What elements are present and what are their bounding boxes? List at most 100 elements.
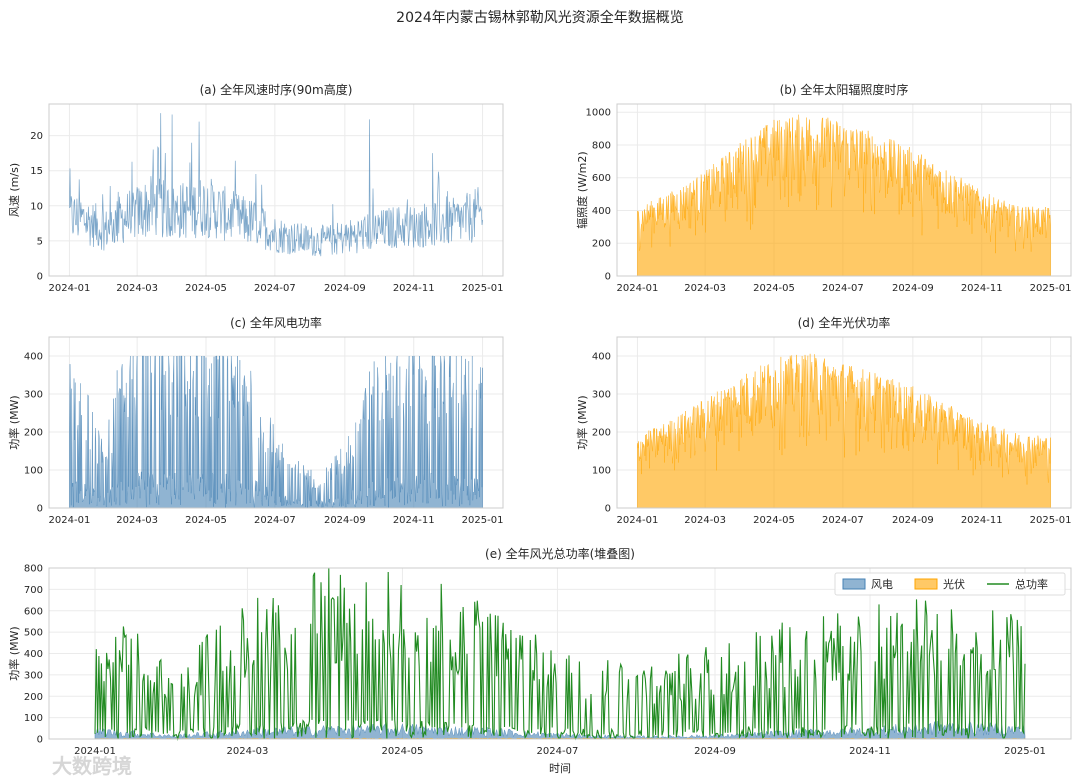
- series-area-b: [637, 114, 1051, 277]
- x-tick-label: 2024-09: [892, 283, 934, 294]
- series-area-c: [69, 355, 483, 509]
- panel-title: (b) 全年太阳辐照度时序: [780, 82, 909, 97]
- plot-frame: [616, 103, 1072, 277]
- panel-title: (a) 全年风速时序(90m高度): [200, 82, 353, 97]
- legend-label: 风电: [871, 578, 893, 591]
- x-tick-label: 2024-09: [694, 746, 736, 757]
- panel-d: 0 100 200 300 400 2024-01 2024-03 2024-05 2024-0…: [575, 315, 1072, 526]
- panel-title: (c) 全年风电功率: [230, 315, 322, 330]
- y-tick-label: 300: [24, 670, 43, 681]
- plot-frame: [48, 567, 1072, 740]
- y-axis-label: 辐照度 (W/m2): [575, 151, 589, 228]
- y-axis-label: 风速 (m/s): [8, 163, 21, 217]
- x-tick-label: 2024-01: [617, 515, 659, 526]
- series-line-a: [69, 113, 483, 257]
- x-tick-label: 2024-11: [393, 283, 435, 294]
- x-tick-label: 2024-07: [537, 746, 579, 757]
- x-tick-label: 2025-01: [1030, 515, 1072, 526]
- y-tick-label: 0: [37, 272, 43, 283]
- y-tick-label: 100: [592, 466, 611, 477]
- watermark: 大数跨境: [52, 754, 132, 778]
- y-axis-label: 功率 (MW): [575, 395, 589, 449]
- y-tick-label: 600: [592, 173, 611, 184]
- x-tick-label: 2025-01: [1030, 283, 1072, 294]
- y-tick-label: 0: [605, 272, 611, 283]
- legend-swatch: [914, 578, 938, 590]
- y-tick-label: 800: [24, 564, 43, 575]
- x-tick-label: 2024-01: [49, 283, 91, 294]
- y-tick-label: 200: [24, 428, 43, 439]
- y-axis-label: 功率 (MW): [7, 395, 21, 449]
- legend-label: 光伏: [943, 577, 965, 591]
- y-tick-label: 600: [24, 606, 43, 617]
- x-tick-label: 2024-11: [849, 746, 891, 757]
- y-tick-label: 300: [24, 390, 43, 401]
- x-tick-label: 2025-01: [462, 515, 504, 526]
- legend-box: [834, 572, 1066, 596]
- panel-c: 0 100 200 300 400 2024-01 2024-03 2024-05 2024-0…: [7, 315, 504, 526]
- legend-label: 总功率: [1015, 577, 1048, 591]
- plot-frame: [48, 103, 504, 277]
- y-tick-label: 0: [605, 504, 611, 515]
- x-tick-label: 2024-05: [185, 515, 227, 526]
- plot-frame: [616, 336, 1072, 509]
- x-tick-label: 2024-05: [185, 283, 227, 294]
- series-line-总功率: [94, 567, 1026, 741]
- y-tick-label: 100: [24, 466, 43, 477]
- x-tick-label: 2024-03: [684, 515, 726, 526]
- x-tick-label: 2024-01: [49, 515, 91, 526]
- x-tick-label: 2024-09: [324, 283, 366, 294]
- x-tick-label: 2024-11: [961, 283, 1003, 294]
- y-tick-label: 5: [37, 236, 43, 247]
- y-tick-label: 200: [24, 692, 43, 703]
- x-tick-label: 2024-07: [822, 515, 864, 526]
- x-tick-label: 2024-09: [324, 515, 366, 526]
- y-tick-label: 700: [24, 585, 43, 596]
- x-tick-label: 2024-01: [617, 283, 659, 294]
- series-area-d: [637, 353, 1051, 509]
- x-tick-label: 2025-01: [462, 283, 504, 294]
- y-tick-label: 0: [37, 735, 43, 746]
- legend: 风电 光伏 总功率: [834, 572, 1066, 596]
- y-tick-label: 200: [592, 428, 611, 439]
- x-tick-label: 2024-07: [254, 283, 296, 294]
- y-tick-label: 100: [24, 713, 43, 724]
- x-axis-label: 时间: [549, 762, 571, 775]
- y-tick-label: 10: [30, 201, 43, 212]
- y-tick-label: 300: [592, 390, 611, 401]
- x-tick-label: 2024-01: [74, 746, 116, 757]
- y-tick-label: 400: [24, 352, 43, 363]
- y-tick-label: 200: [592, 239, 611, 250]
- x-tick-label: 2024-03: [116, 283, 158, 294]
- x-tick-label: 2024-05: [753, 515, 795, 526]
- figure-title: 2024年内蒙古锡林郭勒风光资源全年数据概览: [396, 9, 684, 26]
- x-tick-label: 2024-05: [382, 746, 424, 757]
- panel-e: 0 100 200 300 400 500 600 700 800 2024-01 2024-03 2…: [7, 546, 1072, 775]
- y-tick-label: 500: [24, 628, 43, 639]
- x-tick-label: 2025-01: [1004, 746, 1046, 757]
- x-tick-label: 2024-03: [684, 283, 726, 294]
- panel-title: (e) 全年风光总功率(堆叠图): [485, 546, 635, 561]
- panel-b: 0 200 400 600 800 1000 2024-01 2024-03 2024-05 20…: [575, 82, 1072, 294]
- panel-title: (d) 全年光伏功率: [798, 315, 891, 330]
- x-tick-label: 2024-07: [254, 515, 296, 526]
- y-axis-label: 功率 (MW): [7, 626, 21, 680]
- y-tick-label: 20: [30, 131, 43, 142]
- x-tick-label: 2024-11: [393, 515, 435, 526]
- x-tick-label: 2024-09: [892, 515, 934, 526]
- plot-frame: [48, 336, 504, 509]
- legend-swatch: [842, 578, 866, 590]
- panel-a: 0 5 10 15 20 2024-01 2024-03 2024-05 2024-07 2024…: [8, 82, 504, 294]
- x-tick-label: 2024-05: [753, 283, 795, 294]
- y-tick-label: 15: [30, 166, 43, 177]
- y-tick-label: 400: [24, 649, 43, 660]
- x-tick-label: 2024-03: [116, 515, 158, 526]
- y-tick-label: 400: [592, 206, 611, 217]
- y-tick-label: 0: [37, 504, 43, 515]
- y-tick-label: 400: [592, 352, 611, 363]
- x-tick-label: 2024-03: [227, 746, 269, 757]
- y-tick-label: 800: [592, 140, 611, 151]
- y-tick-label: 1000: [586, 108, 611, 119]
- x-tick-label: 2024-11: [961, 515, 1003, 526]
